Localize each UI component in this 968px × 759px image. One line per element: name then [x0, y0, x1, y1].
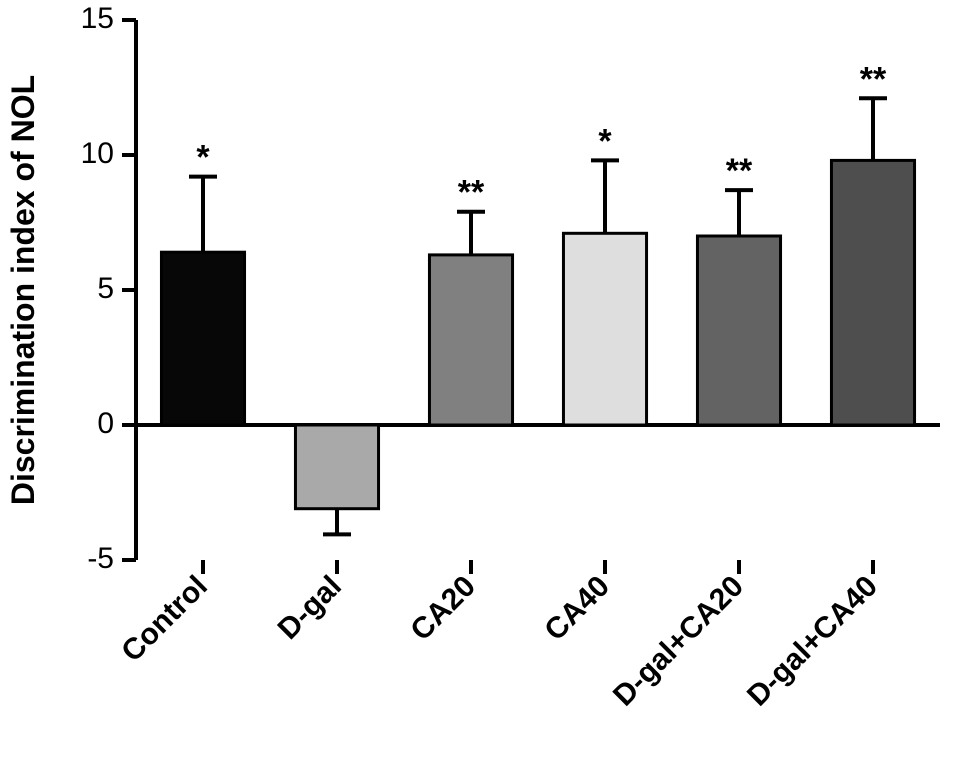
x-tick-label: CA20 [404, 570, 482, 648]
y-tick-label: 15 [81, 2, 114, 35]
bar [295, 425, 378, 509]
bar [697, 236, 780, 425]
chart-container: -5 0 5 10 15 Discrimination index of NOL * Cont… [0, 0, 968, 759]
bar [563, 233, 646, 425]
x-tick-label: D-gal [272, 570, 348, 646]
x-tick-label: Control [115, 570, 214, 669]
x-tick-label: D-gal+CA20 [607, 570, 750, 713]
bar [161, 252, 244, 425]
y-tick-label: 0 [97, 407, 114, 440]
significance-marker: ** [726, 152, 753, 190]
y-axis-label: Discrimination index of NOL [5, 75, 41, 505]
significance-marker: ** [458, 174, 485, 212]
bar [831, 160, 914, 425]
significance-marker: * [598, 122, 612, 160]
significance-marker: ** [860, 60, 887, 98]
significance-marker: * [196, 139, 210, 177]
x-tick-label: D-gal+CA40 [741, 570, 884, 713]
bar-chart: -5 0 5 10 15 Discrimination index of NOL * Cont… [0, 0, 968, 759]
y-tick-label: 5 [97, 272, 114, 305]
bar [429, 255, 512, 425]
y-tick-label: -5 [87, 542, 114, 575]
x-tick-label: CA40 [538, 570, 616, 648]
y-tick-label: 10 [81, 137, 114, 170]
